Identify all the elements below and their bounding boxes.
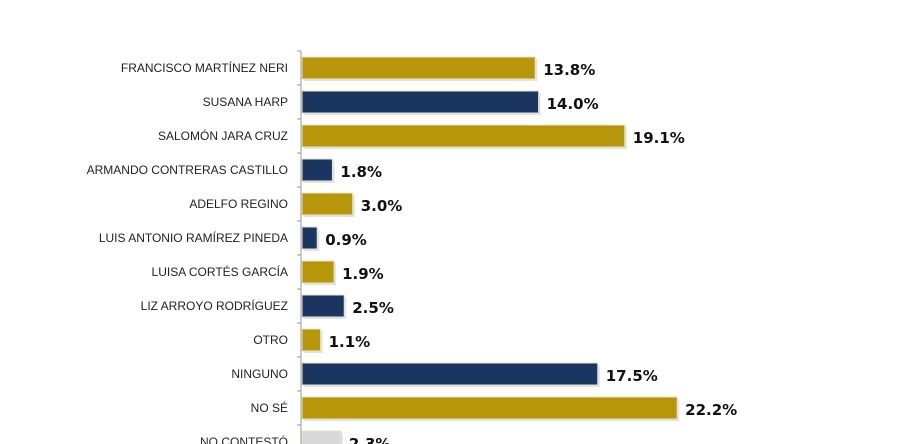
bar — [301, 158, 333, 182]
bar — [301, 226, 318, 250]
data-label: 22.2% — [685, 401, 737, 419]
data-label: 17.5% — [606, 367, 658, 385]
category-label: SUSANA HARP — [203, 95, 288, 109]
bar — [301, 260, 335, 284]
bar — [301, 90, 540, 114]
bar — [301, 328, 322, 352]
category-label: LIZ ARROYO RODRÍGUEZ — [141, 298, 288, 313]
bar — [301, 294, 345, 318]
category-label: OTRO — [253, 333, 288, 347]
category-label: LUIS ANTONIO RAMÍREZ PINEDA — [99, 230, 288, 245]
data-label: 19.1% — [633, 129, 685, 147]
data-label: 13.8% — [543, 61, 595, 79]
category-label: ADELFO REGINO — [189, 197, 288, 211]
data-label: 3.0% — [361, 197, 403, 215]
data-label: 1.8% — [340, 163, 382, 181]
category-label: FRANCISCO MARTÍNEZ NERI — [121, 60, 288, 75]
data-label: 14.0% — [547, 95, 599, 113]
bar — [301, 192, 354, 216]
category-label: ARMANDO CONTRERAS CASTILLO — [87, 163, 288, 177]
category-label: NO SÉ — [251, 400, 288, 415]
data-label: 1.1% — [329, 333, 371, 351]
category-label: NO CONTESTÓ — [200, 434, 288, 444]
data-label: 2.3% — [349, 435, 391, 444]
bar — [301, 396, 678, 420]
data-label: 0.9% — [325, 231, 367, 249]
data-label: 1.9% — [342, 265, 384, 283]
category-label: NINGUNO — [231, 367, 288, 381]
data-label: 2.5% — [352, 299, 394, 317]
bar — [301, 56, 536, 80]
bar — [301, 362, 599, 386]
bar — [301, 124, 626, 148]
bar — [301, 430, 342, 444]
category-label: SALOMÓN JARA CRUZ — [158, 128, 288, 143]
category-label: LUISA CORTÉS GARCÍA — [152, 264, 288, 279]
